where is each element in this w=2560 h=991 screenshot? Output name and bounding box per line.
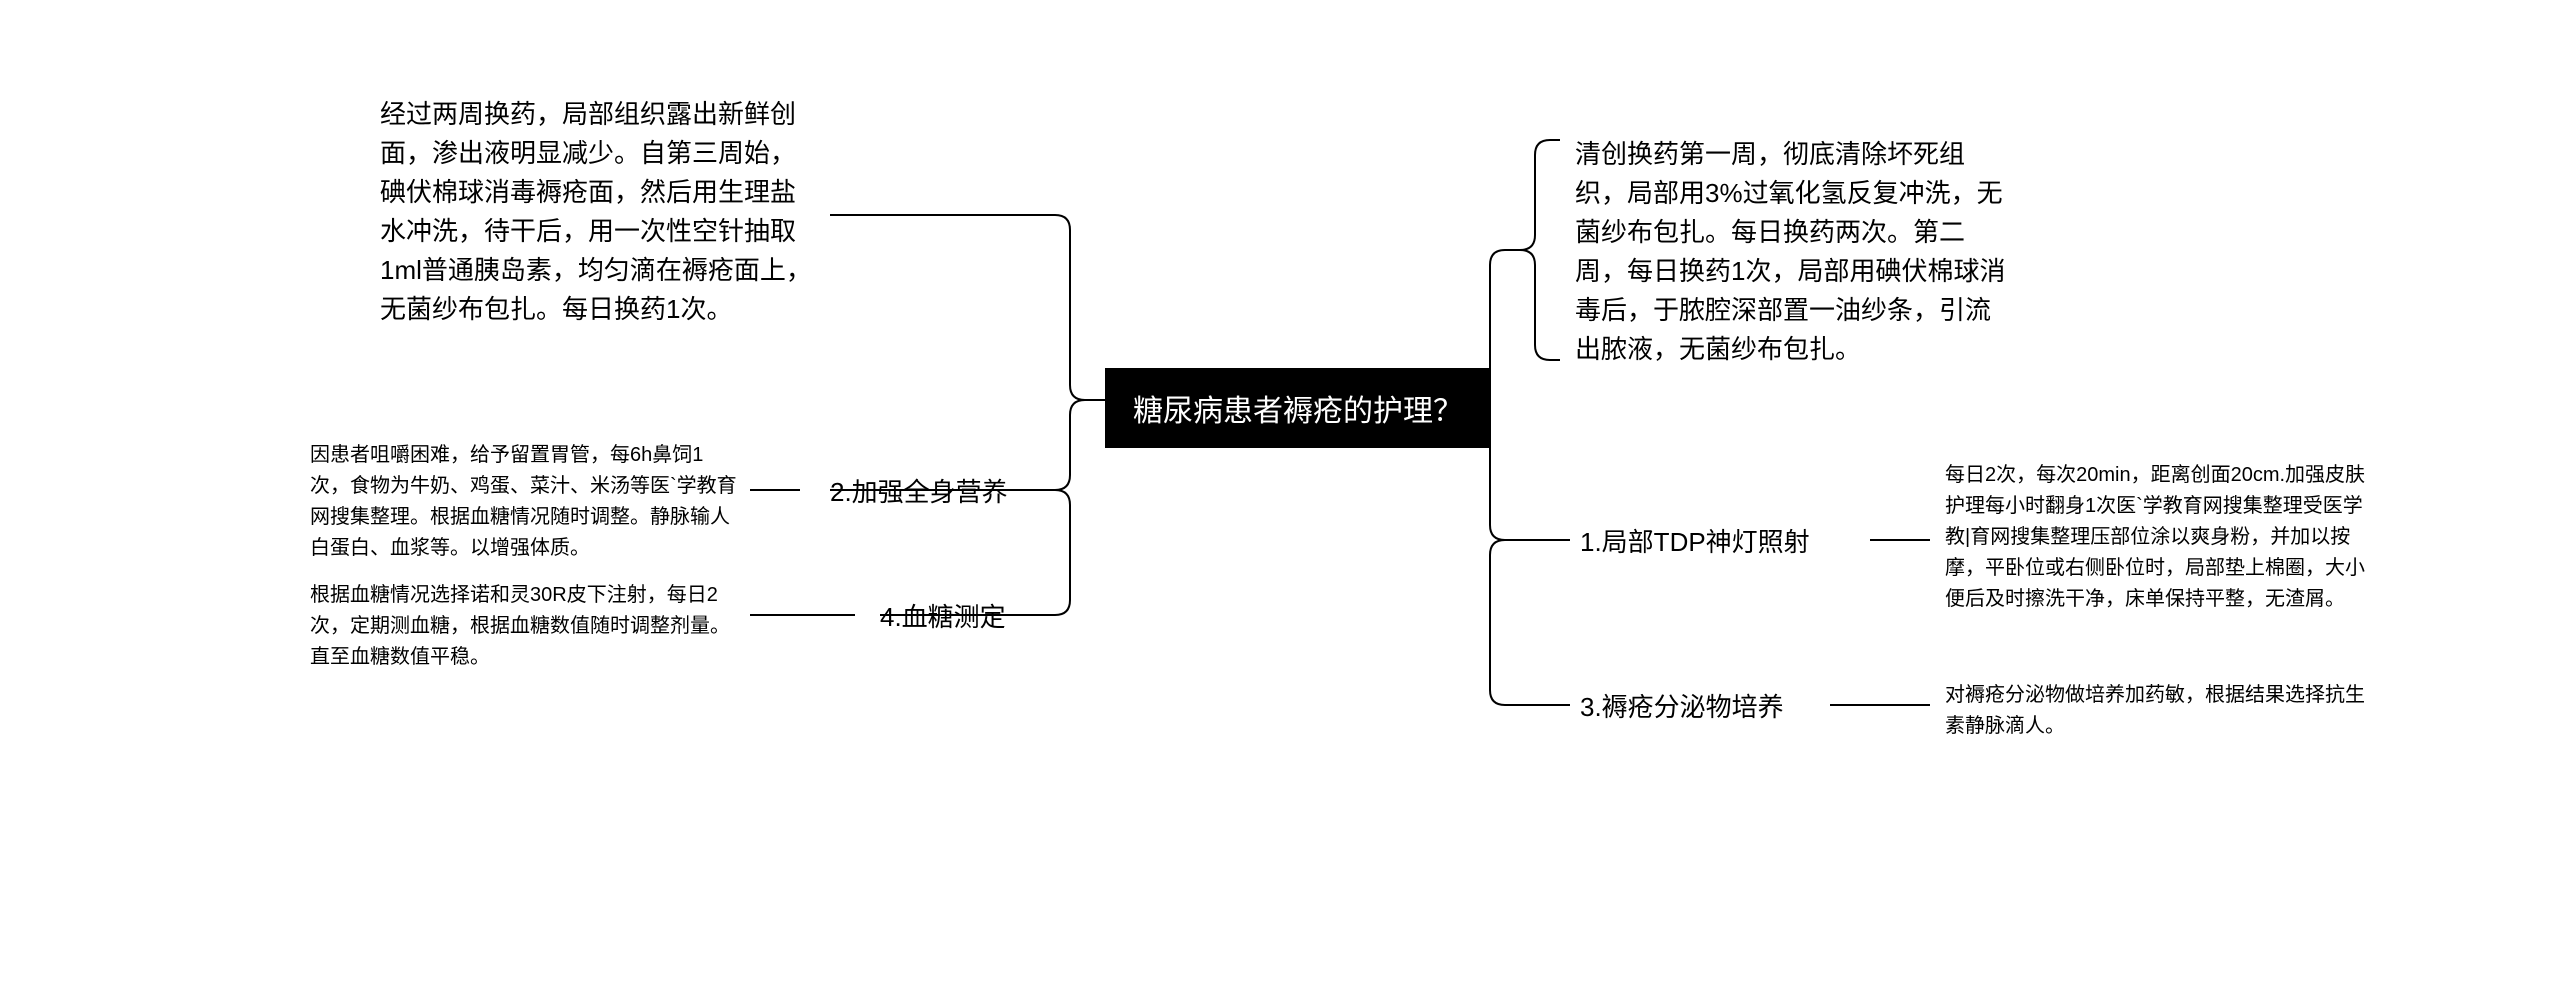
- right-branch-3-label-text: 3.褥疮分泌物培养: [1580, 692, 1784, 722]
- right-branch-1-label-text: 1.局部TDP神灯照射: [1580, 527, 1810, 557]
- left-top-detail: 经过两周换药，局部组织露出新鲜创面，渗出液明显减少。自第三周始，碘伏棉球消毒褥疮…: [380, 95, 820, 329]
- left-branch-4-detail-text: 根据血糖情况选择诺和灵30R皮下注射，每日2次，定期测血糖，根据血糖数值随时调整…: [310, 584, 730, 668]
- left-branch-2-label-text: 2.加强全身营养: [830, 477, 1008, 507]
- left-branch-4-label-text: 4.血糖测定: [880, 602, 1006, 632]
- left-branch-4-detail: 根据血糖情况选择诺和灵30R皮下注射，每日2次，定期测血糖，根据血糖数值随时调整…: [310, 580, 740, 673]
- left-branch-2-label: 2.加强全身营养: [830, 472, 1008, 512]
- left-branch-2-detail: 因患者咀嚼困难，给予留置胃管，每6h鼻饲1次，食物为牛奶、鸡蛋、菜汁、米汤等医`…: [310, 440, 740, 564]
- center-node: 糖尿病患者褥疮的护理？: [1105, 368, 1491, 448]
- right-top-detail-text: 清创换药第一周，彻底清除坏死组织，局部用3%过氧化氢反复冲洗，无菌纱布包扎。每日…: [1575, 139, 2005, 364]
- left-branch-4-label: 4.血糖测定: [880, 597, 1006, 637]
- right-branch-1-label: 1.局部TDP神灯照射: [1580, 522, 1810, 562]
- left-top-detail-text: 经过两周换药，局部组织露出新鲜创面，渗出液明显减少。自第三周始，碘伏棉球消毒褥疮…: [380, 99, 812, 324]
- center-title: 糖尿病患者褥疮的护理？: [1133, 395, 1463, 428]
- right-branch-3-detail: 对褥疮分泌物做培养加药敏，根据结果选择抗生素静脉滴人。: [1945, 680, 2375, 742]
- right-branch-1-detail: 每日2次，每次20min，距离创面20cm.加强皮肤护理每小时翻身1次医`学教育…: [1945, 460, 2375, 615]
- right-branch-1-detail-text: 每日2次，每次20min，距离创面20cm.加强皮肤护理每小时翻身1次医`学教育…: [1945, 464, 2365, 610]
- mindmap-canvas: 糖尿病患者褥疮的护理？ 经过两周换药，局部组织露出新鲜创面，渗出液明显减少。自第…: [0, 0, 2560, 991]
- right-branch-3-label: 3.褥疮分泌物培养: [1580, 687, 1784, 727]
- right-branch-3-detail-text: 对褥疮分泌物做培养加药敏，根据结果选择抗生素静脉滴人。: [1945, 684, 2365, 737]
- right-top-detail: 清创换药第一周，彻底清除坏死组织，局部用3%过氧化氢反复冲洗，无菌纱布包扎。每日…: [1575, 135, 2015, 369]
- left-branch-2-detail-text: 因患者咀嚼困难，给予留置胃管，每6h鼻饲1次，食物为牛奶、鸡蛋、菜汁、米汤等医`…: [310, 444, 737, 559]
